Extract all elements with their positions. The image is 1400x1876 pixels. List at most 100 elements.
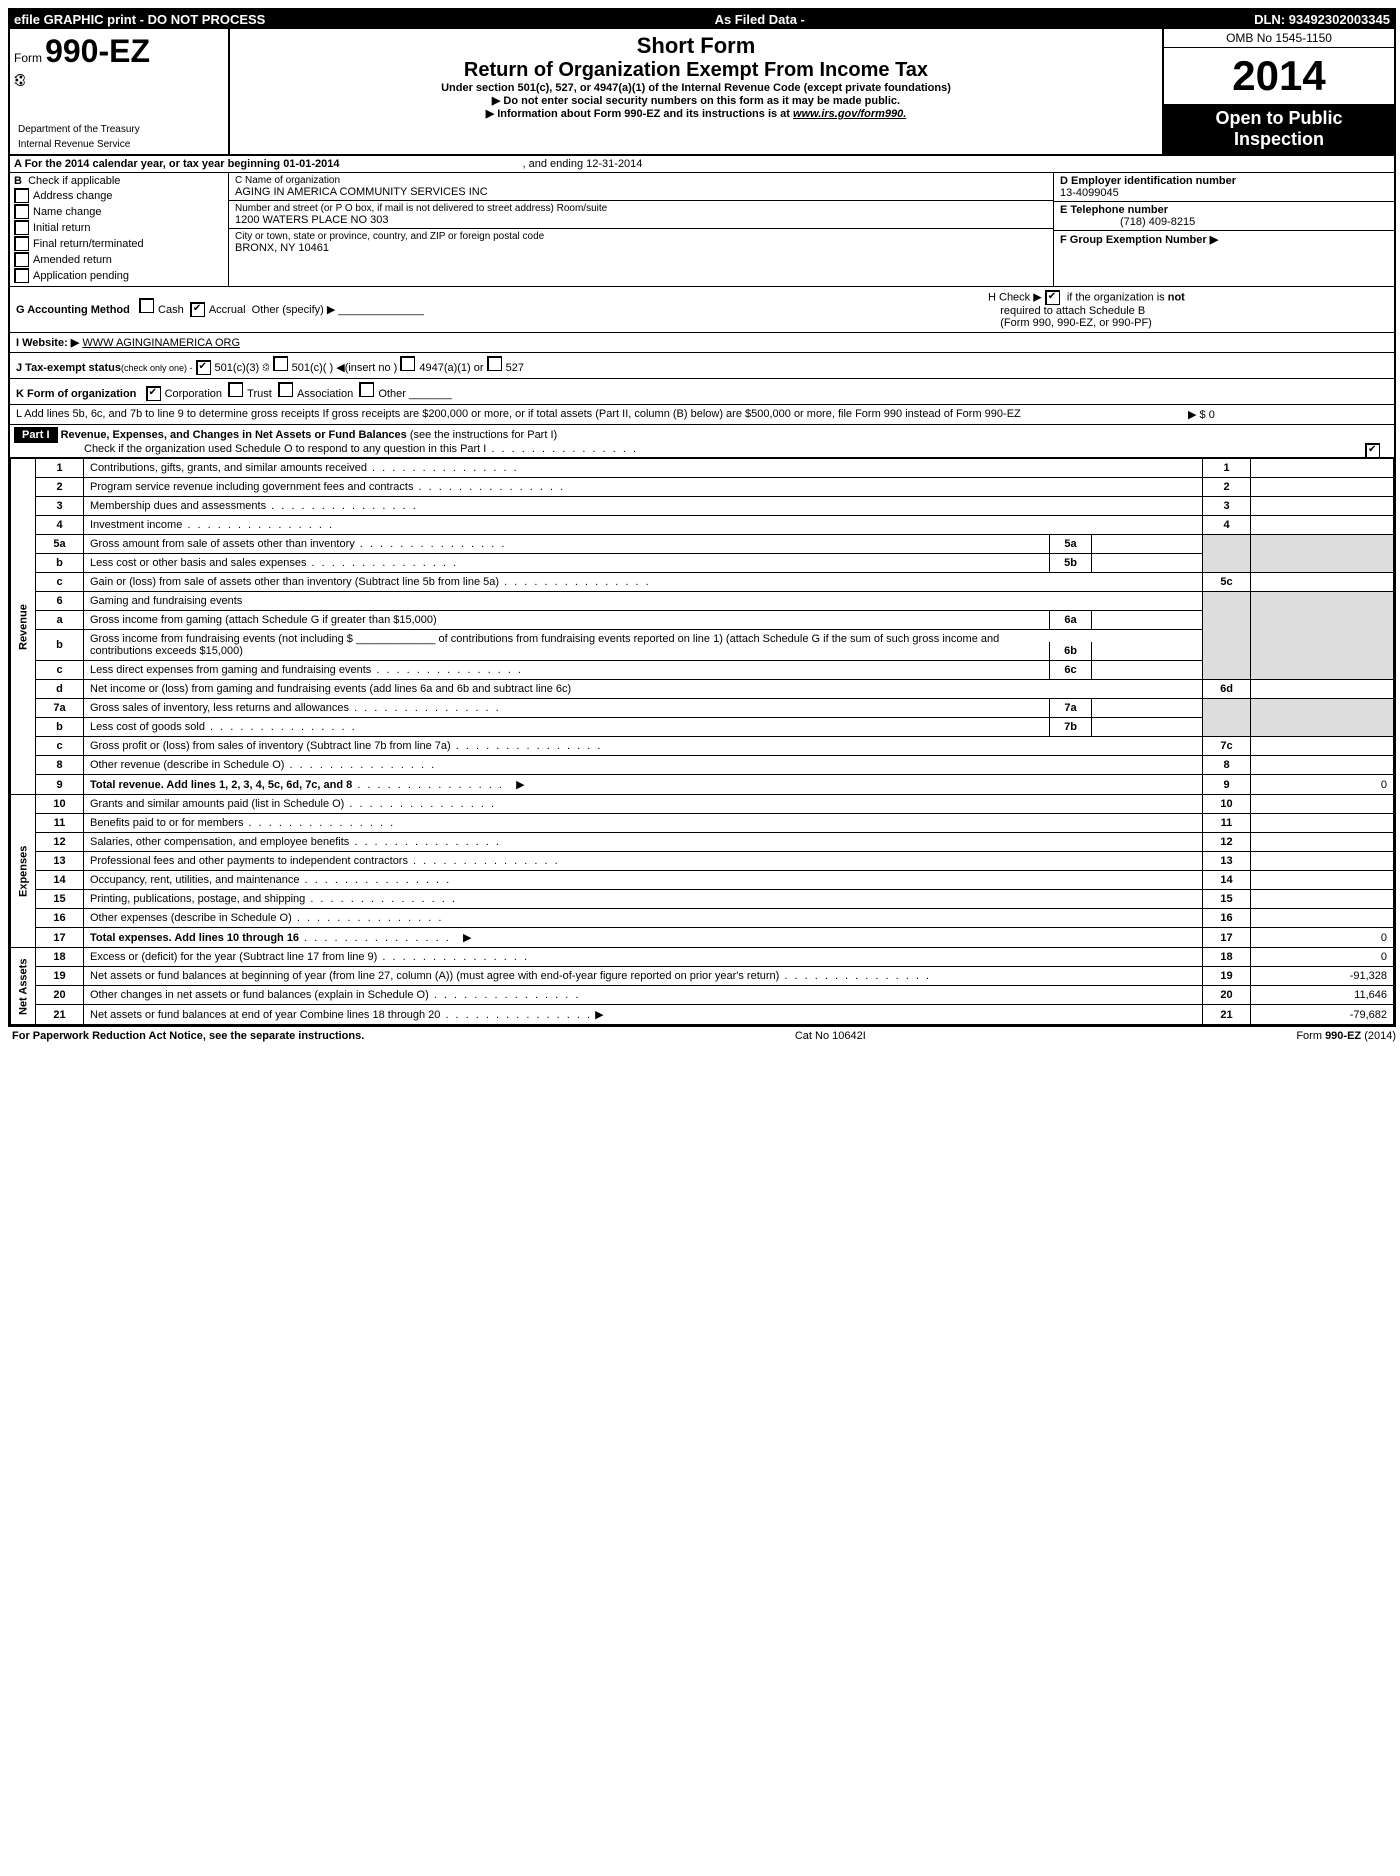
footer: For Paperwork Reduction Act Notice, see … xyxy=(8,1027,1400,1045)
form-990ez: efile GRAPHIC print - DO NOT PROCESS As … xyxy=(8,8,1396,1027)
tax-year: 2014 xyxy=(1164,48,1394,104)
opt-initial: Initial return xyxy=(33,222,90,234)
section-a-text: A For the 2014 calendar year, or tax yea… xyxy=(14,158,339,170)
header-right: OMB No 1545-1150 2014 Open to Public Ins… xyxy=(1162,29,1394,154)
open1: Open to Public xyxy=(1168,108,1390,129)
i-label: I Website: ▶ xyxy=(16,337,79,349)
part1-check: Check if the organization used Schedule … xyxy=(14,443,638,455)
line-17: Total expenses. Add lines 10 through 16 xyxy=(90,932,299,944)
revenue-label: Revenue xyxy=(11,459,36,795)
c-label: C Name of organization xyxy=(235,175,1047,186)
chk-accrual[interactable] xyxy=(190,302,205,317)
irs-link[interactable]: www.irs.gov/form990. xyxy=(793,108,906,120)
chk-initial[interactable] xyxy=(14,220,29,235)
line-21: Net assets or fund balances at end of ye… xyxy=(90,1009,592,1021)
amt-18: 0 xyxy=(1251,948,1394,967)
line-10: Grants and similar amounts paid (list in… xyxy=(84,795,1203,814)
chk-other[interactable] xyxy=(359,382,374,397)
line-7a: Gross sales of inventory, less returns a… xyxy=(84,699,1049,717)
line-14: Occupancy, rent, utilities, and maintena… xyxy=(84,871,1203,890)
k-o1: Corporation xyxy=(165,388,222,400)
chk-501c[interactable] xyxy=(273,356,288,371)
j-label: J Tax-exempt status xyxy=(16,362,121,374)
chk-assoc[interactable] xyxy=(278,382,293,397)
opt-address: Address change xyxy=(33,190,113,202)
h-l2: if the organization is xyxy=(1067,291,1168,303)
opt-pending: Application pending xyxy=(33,270,129,282)
header-left: Form 990-EZ 🕄 Department of the Treasury… xyxy=(10,29,230,154)
l-text: L Add lines 5b, 6c, and 7b to line 9 to … xyxy=(16,408,1158,421)
line-1: Contributions, gifts, grants, and simila… xyxy=(84,459,1203,478)
line-6c: Less direct expenses from gaming and fun… xyxy=(84,661,1049,679)
chk-trust[interactable] xyxy=(228,382,243,397)
line-7b: Less cost of goods sold xyxy=(84,718,1049,736)
chk-pending[interactable] xyxy=(14,268,29,283)
expenses-label: Expenses xyxy=(11,795,36,948)
chk-address[interactable] xyxy=(14,188,29,203)
line-7c: Gross profit or (loss) from sales of inv… xyxy=(84,737,1203,756)
topbar: efile GRAPHIC print - DO NOT PROCESS As … xyxy=(10,10,1394,29)
chk-schedo[interactable] xyxy=(1365,443,1380,458)
chk-final[interactable] xyxy=(14,236,29,251)
g-label: G Accounting Method xyxy=(16,304,130,316)
j-o4: 527 xyxy=(506,362,524,374)
line-6b: Gross income from fundraising events (no… xyxy=(84,630,1049,660)
line-6a: Gross income from gaming (attach Schedul… xyxy=(84,611,1049,629)
line-9: Total revenue. Add lines 1, 2, 3, 4, 5c,… xyxy=(90,779,352,791)
amt-21: -79,682 xyxy=(1251,1005,1394,1025)
d-val: 13-4099045 xyxy=(1060,187,1119,199)
line-18: Excess or (deficit) for the year (Subtra… xyxy=(84,948,1203,967)
chk-name[interactable] xyxy=(14,204,29,219)
chk-4947[interactable] xyxy=(400,356,415,371)
addr-label: Number and street (or P O box, if mail i… xyxy=(235,203,1047,214)
line-11: Benefits paid to or for members xyxy=(84,814,1203,833)
chk-cash[interactable] xyxy=(139,298,154,313)
opt-final: Final return/terminated xyxy=(33,238,144,250)
chk-h[interactable] xyxy=(1045,290,1060,305)
opt-amended: Amended return xyxy=(33,254,112,266)
omb: OMB No 1545-1150 xyxy=(1164,29,1394,48)
j-o2: 501(c)( ) ◀(insert no ) xyxy=(292,362,398,374)
line-13: Professional fees and other payments to … xyxy=(84,852,1203,871)
chk-amended[interactable] xyxy=(14,252,29,267)
h-l1: H Check ▶ xyxy=(988,291,1042,303)
header-row: Form 990-EZ 🕄 Department of the Treasury… xyxy=(10,29,1394,156)
form-number: 990-EZ xyxy=(45,33,150,69)
b-label: B xyxy=(14,175,22,187)
lines-table: Revenue 1Contributions, gifts, grants, a… xyxy=(10,458,1394,1025)
line-3: Membership dues and assessments xyxy=(84,497,1203,516)
j-o3: 4947(a)(1) or xyxy=(419,362,483,374)
footer-right: Form 990-EZ (2014) xyxy=(1296,1030,1396,1042)
website-link[interactable]: WWW AGINGINAMERICA ORG xyxy=(82,337,240,349)
amt-20: 11,646 xyxy=(1251,986,1394,1005)
line-5c: Gain or (loss) from sale of assets other… xyxy=(84,573,1203,592)
k-row: K Form of organization Corporation Trust… xyxy=(10,379,1394,405)
amt-9: 0 xyxy=(1251,775,1394,795)
line-4: Investment income xyxy=(84,516,1203,535)
line-6d: Net income or (loss) from gaming and fun… xyxy=(84,680,1203,699)
topbar-mid: As Filed Data - xyxy=(705,12,815,27)
line-16: Other expenses (describe in Schedule O) xyxy=(84,909,1203,928)
chk-527[interactable] xyxy=(487,356,502,371)
footer-left: For Paperwork Reduction Act Notice, see … xyxy=(12,1030,364,1042)
l-row: L Add lines 5b, 6c, and 7b to line 9 to … xyxy=(10,405,1394,425)
footer-mid: Cat No 10642I xyxy=(795,1030,866,1042)
line-12: Salaries, other compensation, and employ… xyxy=(84,833,1203,852)
k-o3: Association xyxy=(297,388,353,400)
line-5a: Gross amount from sale of assets other t… xyxy=(84,535,1049,553)
line-5b: Less cost or other basis and sales expen… xyxy=(84,554,1049,572)
chk-501c3[interactable] xyxy=(196,360,211,375)
part1-hdr: Part I xyxy=(14,427,58,443)
f-label: F Group Exemption Number ▶ xyxy=(1060,234,1218,246)
header-warn1: Do not enter social security numbers on … xyxy=(238,94,1154,107)
line-20: Other changes in net assets or fund bala… xyxy=(84,986,1203,1005)
b-check-if: Check if applicable xyxy=(28,175,120,187)
g-cash: Cash xyxy=(158,304,184,316)
chk-corp[interactable] xyxy=(146,386,161,401)
header-title: Return of Organization Exempt From Incom… xyxy=(238,59,1154,82)
h-l4: (Form 990, 990-EZ, or 990-PF) xyxy=(1000,317,1152,329)
line-15: Printing, publications, postage, and shi… xyxy=(84,890,1203,909)
k-label: K Form of organization xyxy=(16,388,136,400)
topbar-left: efile GRAPHIC print - DO NOT PROCESS xyxy=(14,12,265,27)
i-row: I Website: ▶ WWW AGINGINAMERICA ORG xyxy=(10,333,1394,353)
